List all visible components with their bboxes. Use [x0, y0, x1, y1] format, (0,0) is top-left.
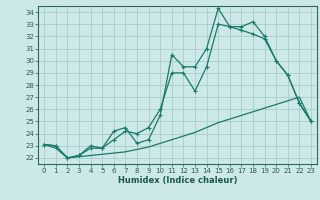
X-axis label: Humidex (Indice chaleur): Humidex (Indice chaleur) — [118, 176, 237, 185]
